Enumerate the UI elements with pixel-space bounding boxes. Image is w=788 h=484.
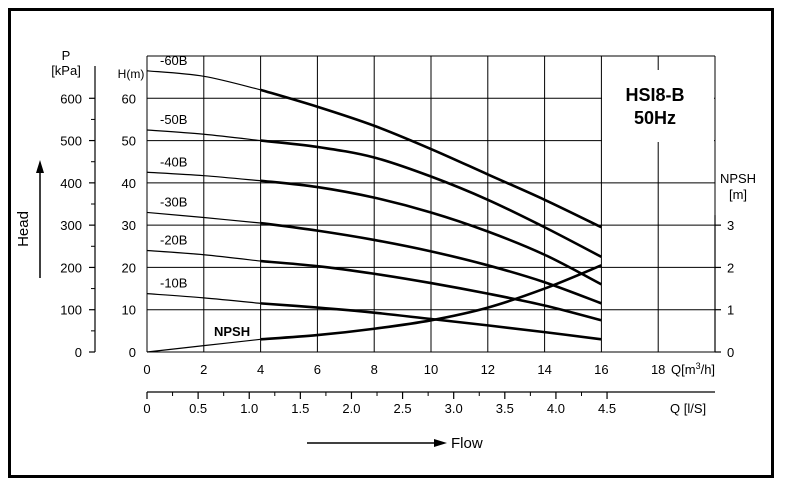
series-lines bbox=[146, 70, 603, 353]
pressure-axis-label-line2: [kPa] bbox=[51, 63, 81, 78]
pressure-tick-label: 300 bbox=[60, 218, 82, 233]
head-tick-label: 60 bbox=[122, 91, 136, 106]
axes bbox=[89, 66, 721, 399]
x-tick-label: 4 bbox=[257, 362, 264, 377]
chart-subtitle: 50Hz bbox=[634, 108, 676, 128]
pressure-axis-label-line1: P bbox=[62, 48, 71, 63]
series-line-30b bbox=[260, 221, 602, 305]
x-tick-label: 0 bbox=[143, 362, 150, 377]
npsh-tick-label: 1 bbox=[727, 303, 734, 318]
head-tick-label: 0 bbox=[129, 345, 136, 360]
x-tick-label: 18 bbox=[651, 362, 665, 377]
pressure-tick-label: 100 bbox=[60, 303, 82, 318]
series-label-10b: -10B bbox=[160, 276, 187, 291]
flow-word: Flow bbox=[451, 435, 483, 452]
series-line-npsh bbox=[260, 264, 602, 341]
npsh-axis-label-line2: [m] bbox=[729, 187, 747, 202]
pressure-tick-label: 400 bbox=[60, 176, 82, 191]
chart-title: HSI8-B bbox=[625, 85, 684, 105]
series-label-40b: -40B bbox=[160, 154, 187, 169]
flow-ls-tick-label: 0.5 bbox=[189, 401, 207, 416]
head-arrow-icon bbox=[36, 160, 44, 173]
head-word: Head bbox=[15, 211, 32, 247]
series-line-50b-thin bbox=[146, 129, 261, 142]
series-line-npsh-thin bbox=[146, 338, 261, 353]
head-tick-label: 10 bbox=[122, 303, 136, 318]
flow-ls-axis-label: Q [l/S] bbox=[670, 401, 706, 416]
flow-ls-tick-label: 3.0 bbox=[445, 401, 463, 416]
series-line-20b-thin bbox=[146, 249, 261, 262]
flow-ls-tick-label: 4.0 bbox=[547, 401, 565, 416]
head-tick-label: 20 bbox=[122, 260, 136, 275]
npsh-tick-label: 0 bbox=[727, 345, 734, 360]
flow-ls-tick-label: 2.5 bbox=[394, 401, 412, 416]
series-line-50b bbox=[260, 139, 603, 259]
flow-ls-tick-label: 0 bbox=[143, 401, 150, 416]
flow-ls-tick-label: 4.5 bbox=[598, 401, 616, 416]
series-label-50b: -50B bbox=[160, 112, 187, 127]
flow-ls-tick-label: 1.0 bbox=[240, 401, 258, 416]
x-tick-label: 10 bbox=[424, 362, 438, 377]
flow-ls-tick-label: 2.0 bbox=[342, 401, 360, 416]
pressure-tick-label: 200 bbox=[60, 260, 82, 275]
series-label-20b: -20B bbox=[160, 233, 187, 248]
series-label-npsh: NPSH bbox=[214, 324, 250, 339]
pressure-tick-label: 500 bbox=[60, 134, 82, 149]
pressure-tick-label: 0 bbox=[75, 345, 82, 360]
head-tick-label: 40 bbox=[122, 176, 136, 191]
flow-ls-tick-label: 1.5 bbox=[291, 401, 309, 416]
pressure-tick-label: 600 bbox=[60, 91, 82, 106]
series-line-10b-thin bbox=[146, 293, 261, 304]
series-line-40b-thin bbox=[146, 171, 261, 182]
series-label-30b: -30B bbox=[160, 194, 187, 209]
series-line-60b bbox=[260, 88, 602, 229]
title-box bbox=[602, 70, 714, 142]
x-tick-label: 2 bbox=[200, 362, 207, 377]
series-line-40b bbox=[260, 179, 603, 286]
head-axis-label: H(m) bbox=[118, 67, 145, 81]
head-tick-label: 50 bbox=[122, 134, 136, 149]
labels: 0 2 4 6 8 10 12 14 16 180102030405060010020030040… bbox=[60, 53, 734, 416]
series-line-60b-thin bbox=[146, 70, 261, 91]
flow-ls-tick-label: 3.5 bbox=[496, 401, 514, 416]
x-tick-label: 8 bbox=[371, 362, 378, 377]
series-line-20b bbox=[260, 259, 602, 322]
flow-arrow-icon bbox=[434, 439, 447, 447]
npsh-tick-label: 2 bbox=[727, 260, 734, 275]
x-tick-label: 12 bbox=[481, 362, 495, 377]
npsh-tick-label: 3 bbox=[727, 218, 734, 233]
x-tick-label: 6 bbox=[314, 362, 321, 377]
series-label-60b: -60B bbox=[160, 53, 187, 68]
series-line-30b-thin bbox=[146, 211, 261, 224]
x-tick-label: 16 bbox=[594, 362, 608, 377]
head-tick-label: 30 bbox=[122, 218, 136, 233]
flow-m3h-axis-label: Q[m3/h] bbox=[671, 361, 715, 377]
npsh-axis-label-line1: NPSH bbox=[720, 171, 756, 186]
x-tick-label: 14 bbox=[537, 362, 551, 377]
